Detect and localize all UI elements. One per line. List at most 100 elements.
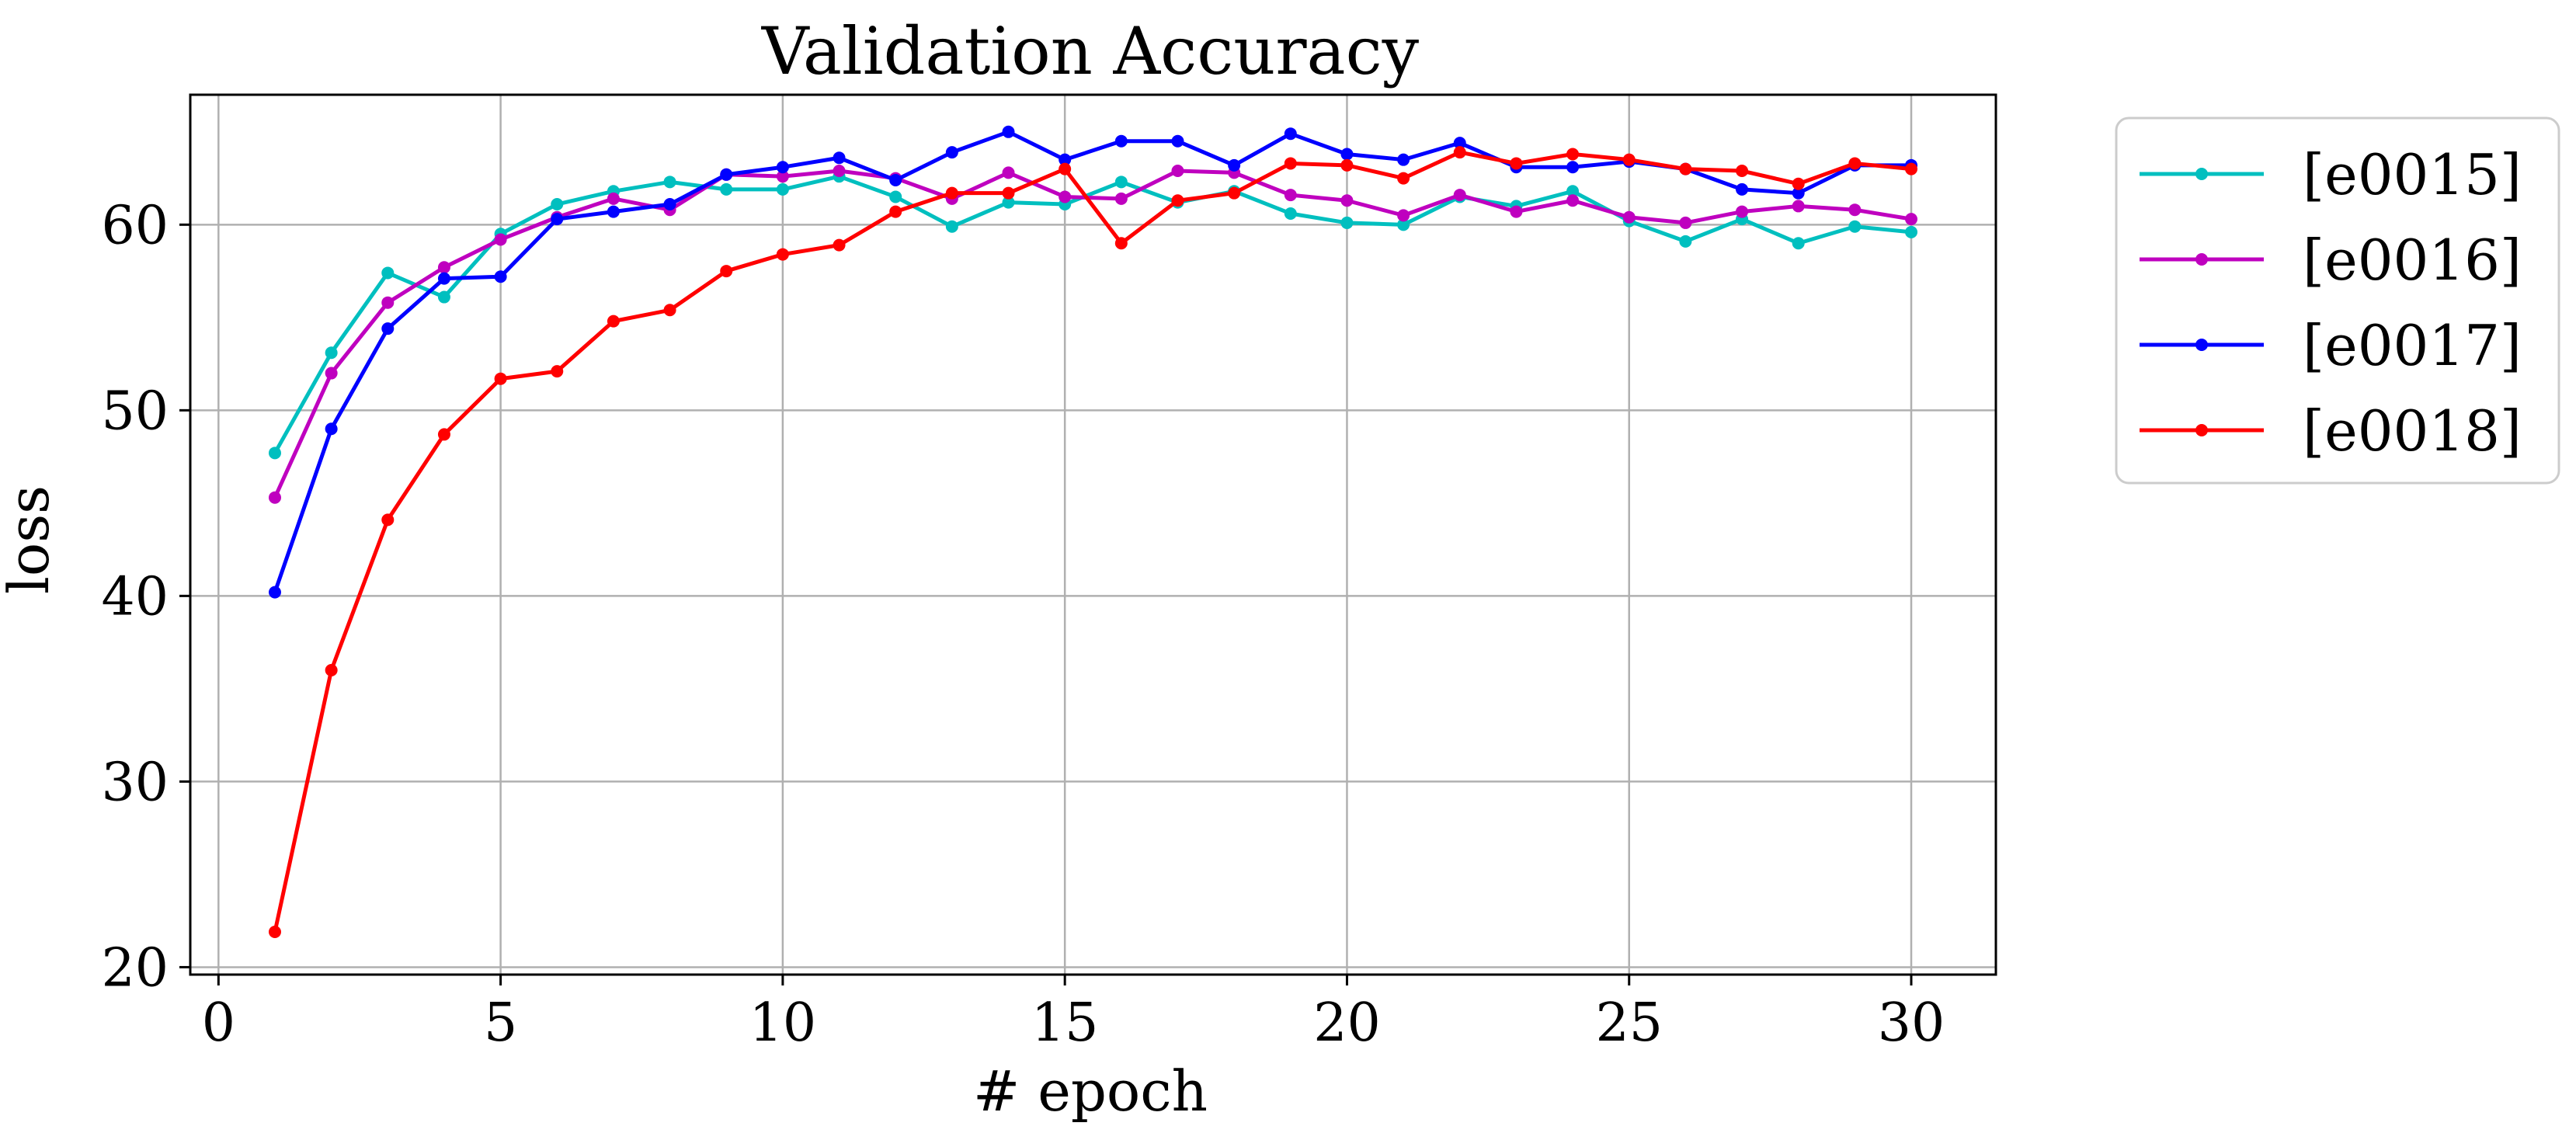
data-point <box>1453 189 1466 202</box>
data-point <box>1736 205 1749 218</box>
x-tick-label: 20 <box>1313 992 1381 1054</box>
data-point <box>268 491 281 504</box>
data-point <box>1059 190 1072 203</box>
data-point <box>325 663 338 676</box>
x-tick-label: 10 <box>749 992 817 1054</box>
data-point <box>720 168 733 181</box>
data-point <box>1171 165 1184 178</box>
data-point <box>1905 213 1918 226</box>
data-point <box>381 266 395 280</box>
series-0 <box>268 170 1918 460</box>
data-point <box>1228 186 1241 200</box>
y-tick-label: 50 <box>101 381 169 442</box>
data-point <box>889 190 902 203</box>
data-point <box>833 165 846 178</box>
data-point <box>1340 194 1354 207</box>
series-line <box>273 150 1912 933</box>
data-point <box>945 146 958 159</box>
legend-item: [e0015] <box>2140 142 2522 207</box>
data-point <box>1736 165 1749 178</box>
data-point <box>1284 189 1297 202</box>
data-point <box>1284 207 1297 220</box>
data-point <box>945 220 958 233</box>
y-tick-label: 20 <box>101 937 169 999</box>
data-point <box>551 198 564 211</box>
data-point <box>1848 203 1862 217</box>
data-point <box>1905 225 1918 238</box>
data-point <box>1397 172 1410 185</box>
data-point <box>1792 186 1805 200</box>
data-point <box>1114 176 1128 189</box>
series-line <box>273 174 1912 454</box>
legend-label: [e0018] <box>2303 398 2522 464</box>
data-point <box>1566 161 1580 174</box>
data-point <box>607 315 620 328</box>
data-point <box>776 170 789 183</box>
data-point <box>494 270 507 283</box>
data-point <box>1284 157 1297 170</box>
data-point <box>494 372 507 385</box>
x-tick-label: 5 <box>484 992 517 1054</box>
data-point <box>663 304 676 317</box>
legend-item: [e0018] <box>2140 398 2522 464</box>
y-axis-label: loss <box>0 485 61 594</box>
data-point <box>437 272 450 285</box>
y-tick-label: 60 <box>101 195 169 256</box>
data-point <box>551 365 564 378</box>
data-point <box>268 447 281 460</box>
series-line <box>273 169 1912 499</box>
data-point <box>1622 210 1636 224</box>
data-point <box>1679 216 1692 229</box>
y-tick-label: 40 <box>101 566 169 627</box>
data-point <box>1679 162 1692 176</box>
data-point <box>1397 218 1410 231</box>
data-point <box>1171 194 1184 207</box>
x-axis: 0 5 10 15 20 25 30 <box>202 975 1945 1054</box>
data-point <box>1002 166 1015 179</box>
data-point <box>437 428 450 441</box>
data-point <box>1228 158 1241 172</box>
data-point <box>325 422 338 436</box>
data-point <box>663 198 676 211</box>
data-point <box>1792 200 1805 213</box>
grid <box>190 95 1996 975</box>
data-point <box>1622 153 1636 166</box>
data-point <box>607 192 620 205</box>
legend-swatch-marker <box>2195 168 2208 180</box>
data-point <box>1002 196 1015 209</box>
data-point <box>1171 134 1184 148</box>
data-point <box>268 586 281 599</box>
data-point <box>1566 194 1580 207</box>
data-point <box>1059 153 1072 166</box>
data-point <box>1397 209 1410 222</box>
data-point <box>268 926 281 939</box>
data-point <box>833 238 846 252</box>
data-point <box>720 182 733 196</box>
y-tick-label: 30 <box>101 752 169 813</box>
data-point <box>1114 237 1128 250</box>
data-point <box>1905 162 1918 176</box>
data-point <box>1566 185 1580 198</box>
data-point <box>437 261 450 274</box>
data-point <box>1679 235 1692 248</box>
x-tick-label: 15 <box>1031 992 1099 1054</box>
data-point <box>1453 146 1466 159</box>
data-point <box>776 161 789 174</box>
data-point <box>1397 153 1410 166</box>
series-1 <box>268 165 1918 504</box>
data-point <box>1114 134 1128 148</box>
legend-swatch-marker <box>2195 253 2208 266</box>
x-tick-label: 25 <box>1595 992 1663 1054</box>
data-point <box>720 265 733 278</box>
x-tick-label: 0 <box>202 992 235 1054</box>
data-point <box>1002 125 1015 138</box>
data-point <box>437 290 450 304</box>
data-point <box>325 367 338 380</box>
legend-swatch-marker <box>2195 339 2208 351</box>
series-group <box>268 125 1918 939</box>
data-point <box>1340 148 1354 161</box>
data-point <box>1848 157 1862 170</box>
data-point <box>833 151 846 165</box>
legend: [e0015] [e0016] [e0017] [e0018] <box>2115 116 2560 485</box>
